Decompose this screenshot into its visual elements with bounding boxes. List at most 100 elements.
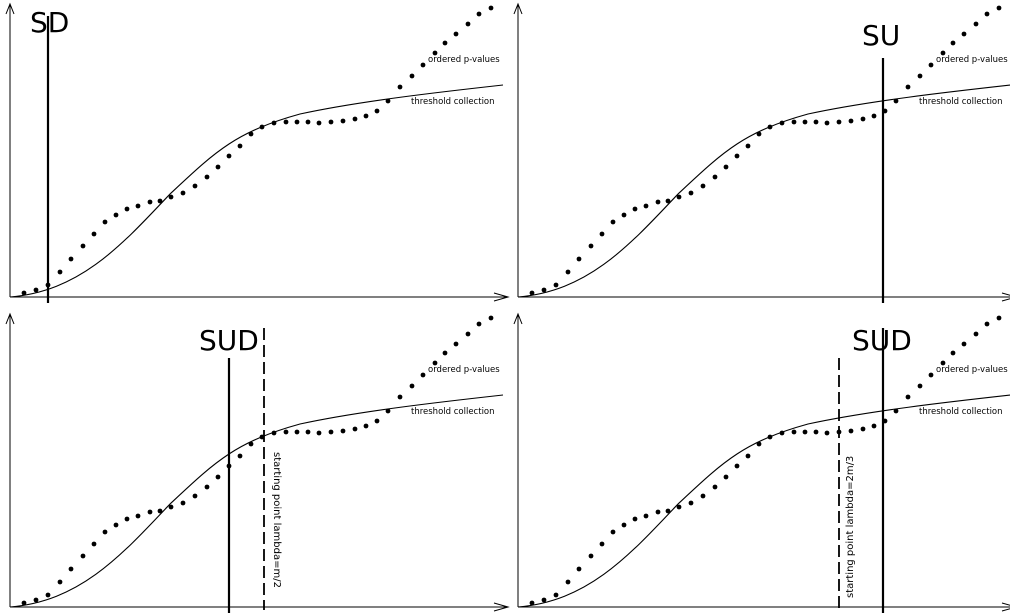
p-value-dot — [215, 164, 221, 170]
p-value-dot — [973, 21, 979, 27]
threshold-curve — [517, 394, 1010, 608]
threshold-collection-label: threshold collection — [919, 407, 1003, 417]
p-value-dot — [45, 592, 51, 598]
p-value-dot — [529, 290, 535, 296]
p-value-dot — [712, 174, 718, 180]
p-value-dot — [676, 504, 682, 510]
p-value-dot — [204, 174, 210, 180]
procedure-title: SD — [30, 6, 69, 39]
p-value-dot — [57, 579, 63, 585]
p-value-dot — [113, 522, 119, 528]
p-value-dot — [102, 529, 108, 535]
p-value-dot — [91, 231, 97, 237]
p-value-dot — [305, 429, 311, 435]
p-value-dot — [294, 429, 300, 435]
p-value-dot — [950, 40, 956, 46]
p-value-dot — [80, 553, 86, 559]
p-value-dot — [21, 290, 27, 296]
p-value-dot — [928, 372, 934, 378]
p-value-dot — [204, 484, 210, 490]
ordered-p-values-dots — [529, 5, 1002, 296]
p-value-dot — [632, 516, 638, 522]
p-value-dot — [340, 428, 346, 434]
p-value-dot — [813, 119, 819, 125]
p-value-dot — [871, 423, 877, 429]
p-value-dot — [283, 429, 289, 435]
p-value-dot — [984, 321, 990, 327]
p-value-dot — [147, 509, 153, 515]
x-axis-arrowhead — [493, 292, 510, 302]
p-value-dot — [385, 408, 391, 414]
ordered-p-values-dots — [21, 315, 494, 606]
p-value-dot — [723, 164, 729, 170]
p-value-dot — [248, 131, 254, 137]
p-value-dot — [745, 453, 751, 459]
p-value-dot — [893, 408, 899, 414]
axes — [5, 312, 510, 612]
p-value-dot — [488, 5, 494, 11]
panel-1: ordered p-values threshold collection SD — [5, 2, 510, 303]
p-value-dot — [135, 513, 141, 519]
p-value-dot — [905, 84, 911, 90]
p-value-dot — [599, 541, 605, 547]
p-value-dot — [576, 256, 582, 262]
p-value-dot — [432, 50, 438, 56]
procedure-title: SUD — [852, 324, 912, 357]
p-value-dot — [813, 429, 819, 435]
x-axis-arrowhead — [493, 602, 510, 612]
p-value-dot — [767, 124, 773, 130]
p-value-dot — [756, 441, 762, 447]
p-value-dot — [893, 98, 899, 104]
p-value-dot — [723, 474, 729, 480]
p-value-dot — [33, 287, 39, 293]
p-value-dot — [328, 429, 334, 435]
p-value-dot — [124, 516, 130, 522]
p-value-dot — [476, 11, 482, 17]
threshold-curve — [517, 84, 1010, 298]
p-value-dot — [316, 430, 322, 436]
p-value-dot — [192, 493, 198, 499]
p-value-dot — [779, 430, 785, 436]
p-value-dot — [192, 183, 198, 189]
y-axis-arrowhead — [5, 312, 15, 325]
p-value-dot — [147, 199, 153, 205]
p-value-dot — [665, 508, 671, 514]
p-value-dot — [565, 579, 571, 585]
p-value-dot — [91, 541, 97, 547]
p-value-dot — [328, 119, 334, 125]
threshold-collection-label: threshold collection — [919, 97, 1003, 107]
p-value-dot — [576, 566, 582, 572]
p-value-dot — [305, 119, 311, 125]
p-value-dot — [940, 50, 946, 56]
starting-point-label: starting point lambda=2m/3 — [845, 456, 856, 598]
p-value-dot — [860, 426, 866, 432]
p-value-dot — [791, 119, 797, 125]
p-value-dot — [836, 119, 842, 125]
p-value-dot — [80, 243, 86, 249]
p-value-dot — [871, 113, 877, 119]
p-value-dot — [442, 350, 448, 356]
p-value-dot — [688, 190, 694, 196]
p-value-dot — [465, 331, 471, 337]
p-value-dot — [824, 120, 830, 126]
p-value-dot — [984, 11, 990, 17]
p-value-dot — [476, 321, 482, 327]
p-value-dot — [529, 600, 535, 606]
p-value-dot — [294, 119, 300, 125]
x-axis-arrowhead — [1001, 602, 1010, 612]
p-value-dot — [442, 40, 448, 46]
p-value-dot — [643, 513, 649, 519]
p-value-dot — [734, 463, 740, 469]
axes — [513, 2, 1010, 302]
p-value-dot — [271, 430, 277, 436]
ordered-p-values-dots — [529, 315, 1002, 606]
p-value-dot — [453, 31, 459, 37]
p-value-dot — [745, 143, 751, 149]
p-value-dot — [215, 474, 221, 480]
p-value-dot — [385, 98, 391, 104]
p-value-dot — [756, 131, 762, 137]
ordered-p-values-label: ordered p-values — [428, 55, 500, 65]
p-value-dot — [655, 199, 661, 205]
p-value-dot — [565, 269, 571, 275]
